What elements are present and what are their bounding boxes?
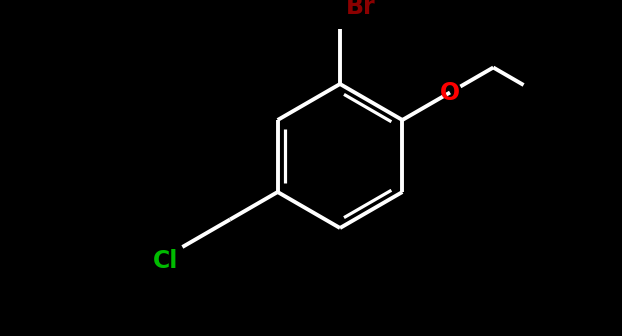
Text: Cl: Cl [153, 249, 179, 273]
Text: O: O [440, 81, 460, 104]
Text: Br: Br [346, 0, 376, 19]
